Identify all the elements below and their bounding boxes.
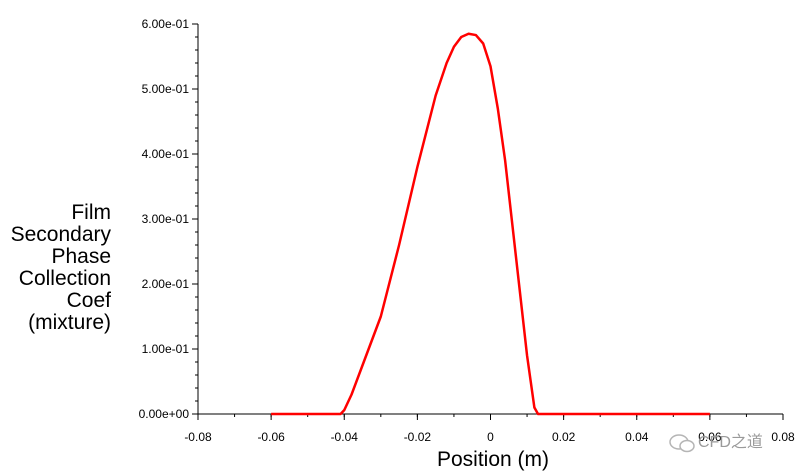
x-tick-label: -0.04 xyxy=(331,430,359,444)
x-tick-label: 0.04 xyxy=(625,430,649,444)
series-layer xyxy=(271,32,710,416)
series-line xyxy=(271,32,710,416)
y-axis-label-line: Secondary xyxy=(11,223,112,246)
x-tick-label: -0.02 xyxy=(404,430,432,444)
y-axis-label-line: (mixture) xyxy=(28,311,111,334)
watermark-text: CFD之道 xyxy=(698,434,763,451)
y-axis-label-line: Coef xyxy=(67,289,112,312)
y-axis-label: FilmSecondaryPhaseCollectionCoef(mixture… xyxy=(11,201,112,334)
y-axis-label-line: Collection xyxy=(19,267,111,290)
y-tick-label: 0.00e+00 xyxy=(139,407,190,421)
y-tick-label: 5.00e-01 xyxy=(142,82,190,96)
y-tick-label: 3.00e-01 xyxy=(142,212,190,226)
y-tick-label: 1.00e-01 xyxy=(142,342,190,356)
x-tick-label: -0.08 xyxy=(184,430,212,444)
x-axis-label: Position (m) xyxy=(437,448,549,471)
y-tick-label: 6.00e-01 xyxy=(142,17,190,31)
x-tick-label: 0.08 xyxy=(771,430,795,444)
x-tick-label: 0.06 xyxy=(698,430,722,444)
x-tick-label: 0 xyxy=(487,430,494,444)
y-axis-label-line: Film xyxy=(71,201,111,224)
tick-group: 0.00e+00 1.00e-01 2.00e-01 3.00e-01 4.00e-01… xyxy=(139,17,795,444)
x-tick-label: 0.02 xyxy=(552,430,576,444)
y-axis-label-line: Phase xyxy=(51,245,111,268)
y-tick-label: 4.00e-01 xyxy=(142,147,190,161)
x-tick-label: -0.06 xyxy=(257,430,285,444)
y-tick-label: 2.00e-01 xyxy=(142,277,190,291)
wechat-logo-icon xyxy=(669,434,695,453)
watermark: CFD之道 xyxy=(668,428,763,453)
axes xyxy=(197,24,783,415)
